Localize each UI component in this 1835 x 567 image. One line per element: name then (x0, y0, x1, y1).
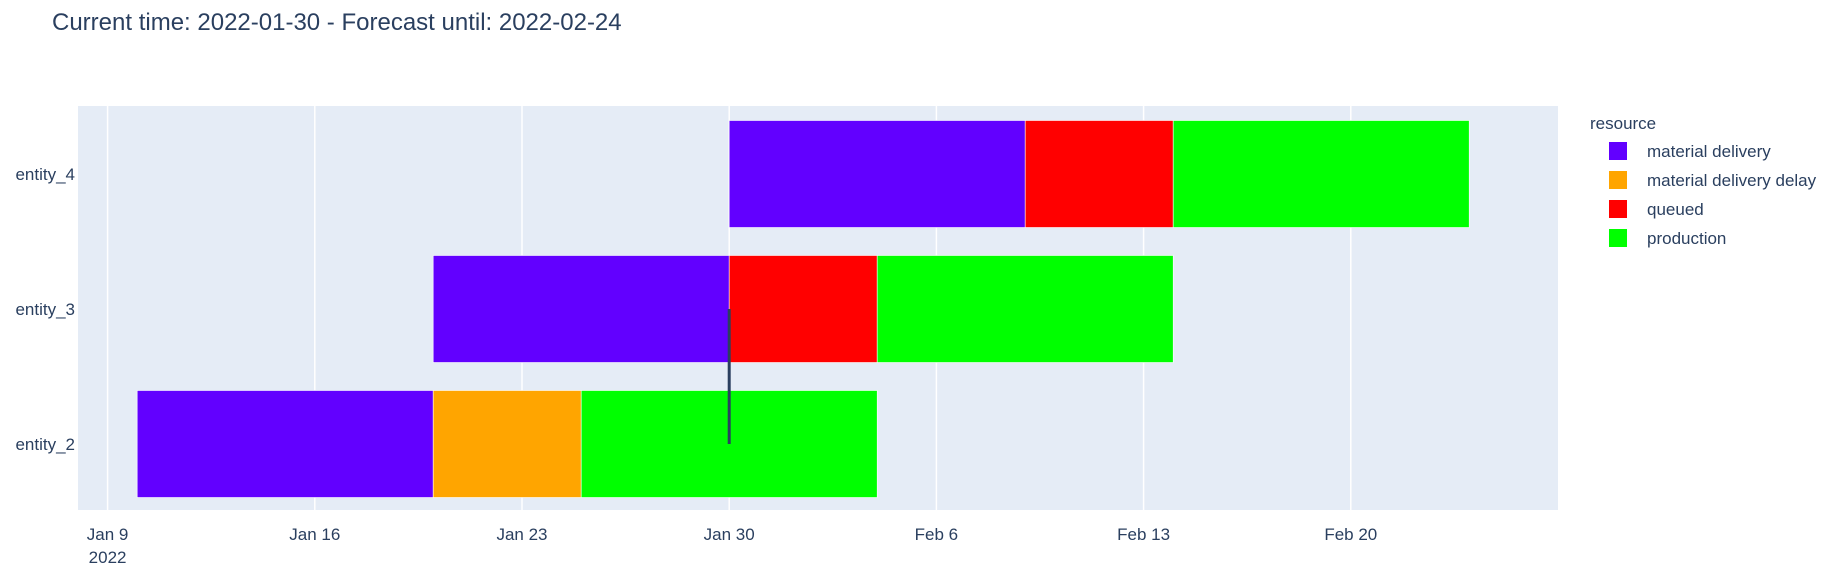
x-tick-label: Feb 6 (915, 525, 958, 544)
x-tick-label: Jan 16 (289, 525, 340, 544)
legend-swatch[interactable] (1609, 200, 1627, 218)
chart-title: Current time: 2022-01-30 - Forecast unti… (52, 9, 622, 36)
y-axis: entity_4 entity_3 entity_2 (15, 165, 75, 454)
task-bar[interactable] (1024, 120, 1174, 228)
y-tick-label: entity_2 (15, 435, 75, 454)
legend-item-label[interactable]: material delivery (1647, 142, 1771, 161)
y-tick-label: entity_4 (15, 165, 75, 184)
legend-item-label[interactable]: material delivery delay (1647, 171, 1817, 190)
x-tick-label: Jan 30 (704, 525, 755, 544)
task-bar[interactable] (432, 390, 582, 498)
task-bar[interactable] (1172, 120, 1470, 228)
task-bar[interactable] (728, 120, 1026, 228)
task-bar[interactable] (728, 255, 878, 363)
legend[interactable]: resource material delivery material deliv… (1590, 114, 1817, 248)
x-tick-label: Jan 23 (496, 525, 547, 544)
task-bar[interactable] (876, 255, 1174, 363)
x-tick-sublabel: 2022 (89, 548, 127, 567)
legend-swatch[interactable] (1609, 171, 1627, 189)
x-tick-label: Feb 13 (1117, 525, 1170, 544)
x-tick-label: Jan 9 (87, 525, 129, 544)
legend-title: resource (1590, 114, 1656, 133)
y-tick-label: entity_3 (15, 300, 75, 319)
legend-item-label[interactable]: production (1647, 229, 1726, 248)
bars (136, 120, 1470, 498)
x-axis: Jan 9 2022 Jan 16 Jan 23 Jan 30 Feb 6 Feb 13 Fe… (87, 525, 1377, 567)
legend-item-label[interactable]: queued (1647, 200, 1704, 219)
task-bar[interactable] (432, 255, 730, 363)
x-tick-label: Feb 20 (1324, 525, 1377, 544)
task-bar[interactable] (136, 390, 434, 498)
legend-swatch[interactable] (1609, 229, 1627, 247)
legend-swatch[interactable] (1609, 142, 1627, 160)
